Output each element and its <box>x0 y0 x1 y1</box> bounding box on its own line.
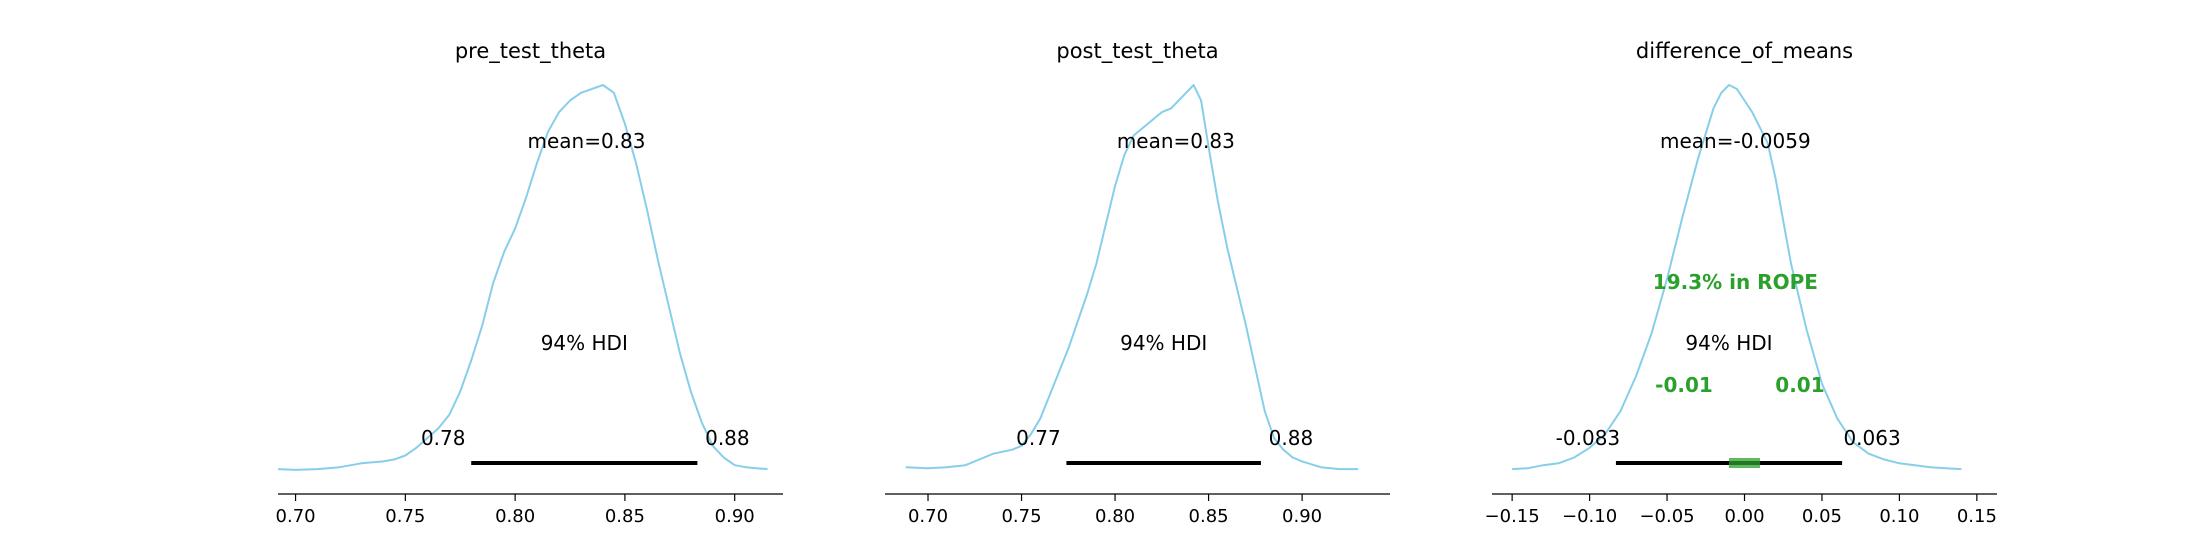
x-tick-label: 0.70 <box>908 506 948 527</box>
chart-title: pre_test_theta <box>455 39 606 64</box>
mean-label: mean=-0.0059 <box>1660 129 1811 153</box>
x-tick-label: 0.70 <box>276 506 316 527</box>
density-curve <box>905 84 1359 471</box>
x-tick-label: 0.00 <box>1724 506 1764 527</box>
hdi-upper-label: 0.88 <box>1269 426 1314 450</box>
x-tick-label: 0.90 <box>1282 506 1322 527</box>
density-curve <box>277 84 768 471</box>
x-tick-label: 0.85 <box>1189 506 1229 527</box>
rope-upper-label: 0.01 <box>1775 373 1824 397</box>
mean-label: mean=0.83 <box>1117 129 1235 153</box>
x-tick-label: −0.05 <box>1639 506 1694 527</box>
hdi-label: 94% HDI <box>1120 331 1207 355</box>
panel-post-test-theta: post_test_theta 0.70 0.75 0.80 0.85 0.90 mean=… <box>885 39 1390 527</box>
density-curve <box>1512 84 1962 471</box>
panel-pre-test-theta: pre_test_theta 0.70 0.75 0.80 0.85 0.90 mean=0… <box>276 39 783 527</box>
rope-percentage-label: 19.3% in ROPE <box>1653 270 1818 294</box>
x-tick-label: 0.75 <box>385 506 425 527</box>
rope-lower-label: -0.01 <box>1655 373 1713 397</box>
x-tick-label: 0.10 <box>1879 506 1919 527</box>
x-tick-label: 0.80 <box>1095 506 1135 527</box>
hdi-upper-label: 0.88 <box>705 426 750 450</box>
x-tick-label: 0.85 <box>605 506 645 527</box>
x-tick-label: 0.05 <box>1802 506 1842 527</box>
x-tick-label: 0.90 <box>715 506 755 527</box>
x-tick-label: 0.15 <box>1957 506 1997 527</box>
hdi-lower-label: 0.78 <box>421 426 466 450</box>
panel-difference-of-means: difference_of_means −0.15 −0.10 −0.05 0.00 0.… <box>1485 39 1997 527</box>
hdi-label: 94% HDI <box>1685 331 1772 355</box>
hdi-upper-label: 0.063 <box>1843 426 1900 450</box>
chart-title: difference_of_means <box>1636 39 1853 64</box>
mean-label: mean=0.83 <box>527 129 645 153</box>
x-tick-label: −0.10 <box>1562 506 1617 527</box>
rope-band <box>1729 458 1760 468</box>
hdi-lower-label: -0.083 <box>1556 426 1620 450</box>
hdi-lower-label: 0.77 <box>1016 426 1061 450</box>
x-tick-label: −0.15 <box>1485 506 1540 527</box>
x-tick-label: 0.80 <box>495 506 535 527</box>
x-tick-label: 0.75 <box>1001 506 1041 527</box>
chart-title: post_test_theta <box>1056 39 1218 64</box>
hdi-label: 94% HDI <box>541 331 628 355</box>
